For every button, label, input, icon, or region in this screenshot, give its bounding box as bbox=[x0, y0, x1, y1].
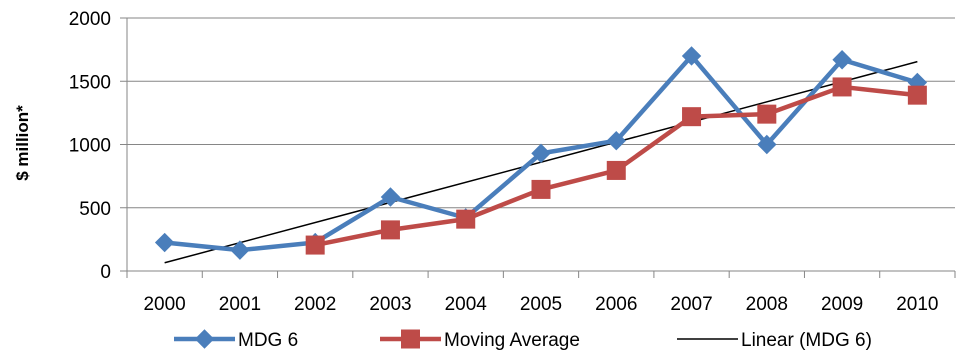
data-point bbox=[380, 187, 401, 207]
legend-label: Moving Average bbox=[444, 330, 580, 351]
data-point bbox=[907, 85, 927, 105]
data-point bbox=[230, 240, 250, 260]
data-point bbox=[606, 160, 626, 180]
data-point bbox=[757, 134, 777, 155]
y-tick-label: 1500 bbox=[69, 72, 111, 93]
x-tick-label: 2003 bbox=[369, 294, 411, 315]
legend-item-moving-average: Moving Average bbox=[380, 329, 580, 351]
y-tick-label: 1000 bbox=[69, 136, 111, 157]
y-axis-label: $ million* bbox=[13, 105, 32, 181]
data-point bbox=[606, 130, 626, 151]
x-tick-label: 2006 bbox=[595, 294, 637, 315]
series-group bbox=[154, 46, 928, 264]
x-tick-label: 2004 bbox=[445, 294, 488, 315]
y-tick-labels: 0 500 1000 1500 2000 bbox=[69, 9, 111, 283]
data-point bbox=[832, 77, 852, 97]
legend-label: MDG 6 bbox=[238, 330, 298, 351]
x-tick-label: 2008 bbox=[746, 294, 788, 315]
data-point bbox=[380, 220, 400, 240]
series-moving-average bbox=[305, 77, 927, 255]
data-point bbox=[681, 46, 702, 66]
gridlines bbox=[127, 17, 955, 209]
legend: MDG 6 Moving Average Linear (MDG 6) bbox=[174, 329, 872, 351]
legend-item-mdg-6: MDG 6 bbox=[174, 329, 298, 351]
data-point bbox=[682, 107, 702, 127]
legend-item-linear-mdg-6: Linear (MDG 6) bbox=[677, 330, 872, 351]
x-tick-label: 2007 bbox=[670, 294, 712, 315]
data-point bbox=[456, 209, 476, 229]
legend-label: Linear (MDG 6) bbox=[741, 330, 872, 351]
y-tick-label: 2000 bbox=[69, 9, 111, 30]
x-tick-label: 2009 bbox=[821, 294, 863, 315]
data-point bbox=[154, 232, 175, 253]
data-point bbox=[832, 50, 852, 70]
x-tick-label: 2000 bbox=[143, 294, 185, 315]
data-point bbox=[305, 235, 325, 255]
x-tick-labels: 2000 2001 2002 2003 2004 2005 2006 2007 2008 2009… bbox=[143, 294, 938, 315]
data-point bbox=[531, 179, 551, 199]
y-tick-label: 500 bbox=[79, 199, 111, 220]
legend-marker bbox=[401, 329, 420, 349]
x-tick-label: 2010 bbox=[896, 294, 938, 315]
x-tick-label: 2005 bbox=[520, 294, 562, 315]
x-tick-label: 2002 bbox=[294, 294, 336, 315]
x-tick-label: 2001 bbox=[219, 294, 261, 315]
axes bbox=[120, 17, 956, 278]
series-mdg-6 bbox=[154, 46, 928, 260]
legend-marker bbox=[194, 329, 215, 349]
data-point bbox=[531, 143, 551, 164]
y-tick-label: 0 bbox=[100, 262, 111, 283]
data-point bbox=[757, 104, 777, 124]
